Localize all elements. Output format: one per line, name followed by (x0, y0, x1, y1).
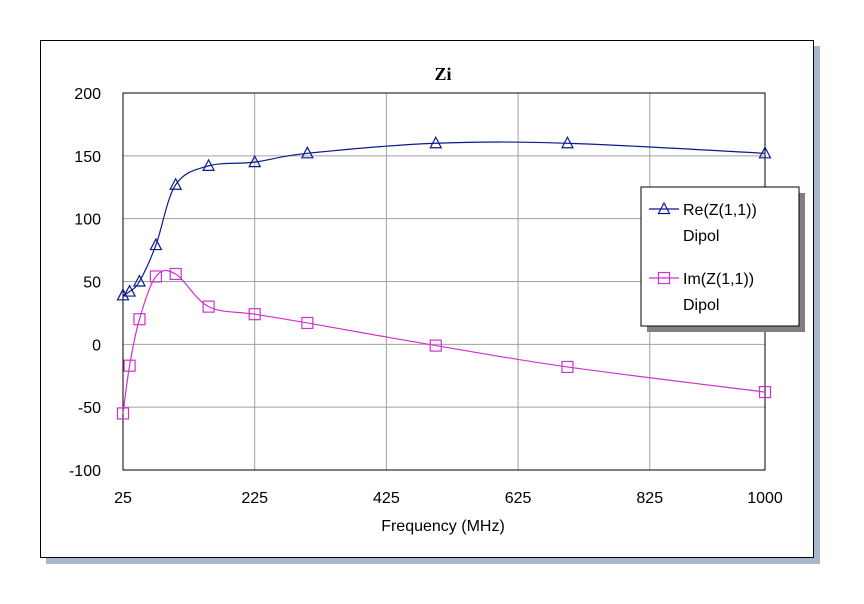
triangle-marker (116, 288, 130, 301)
square-marker (202, 300, 215, 313)
y-axis-ticks: 200 150 100 50 0 -50 -100 (69, 86, 101, 480)
square-marker (301, 316, 314, 330)
triangle-marker (202, 158, 216, 171)
y-tick-label: -50 (78, 400, 101, 417)
series-1 (116, 135, 772, 301)
y-tick-label: 50 (83, 275, 101, 292)
y-tick-label: 100 (74, 212, 101, 229)
legend: Re(Z(1,1)) Dipol Im(Z(1,1)) Dipol (640, 186, 805, 332)
triangle-marker (248, 154, 262, 168)
triangle-marker (560, 135, 574, 149)
x-axis-label: Frequency (MHz) (381, 518, 505, 535)
legend-entry-1: Re(Z(1,1)) Dipol (649, 201, 757, 245)
legend-sublabel: Dipol (683, 297, 719, 314)
triangle-marker (169, 177, 183, 190)
x-tick-label: 625 (505, 490, 532, 507)
triangle-marker (149, 237, 163, 251)
x-tick-label: 225 (241, 490, 268, 507)
square-marker (123, 359, 136, 372)
legend-label: Re(Z(1,1)) (683, 202, 757, 219)
x-tick-label: 1000 (747, 490, 783, 507)
square-marker (133, 313, 146, 326)
series-2 (116, 267, 772, 420)
y-tick-label: -100 (69, 463, 101, 480)
square-marker (657, 271, 671, 285)
square-marker (149, 270, 163, 283)
legend-entry-2: Im(Z(1,1)) Dipol (649, 271, 754, 314)
x-tick-label: 825 (636, 490, 663, 507)
x-axis-ticks: 25 225 425 625 825 1000 (114, 490, 783, 507)
triangle-marker (123, 284, 137, 297)
square-marker (248, 308, 261, 321)
series-layer (116, 135, 772, 420)
series-line (122, 141, 766, 296)
square-marker (429, 339, 442, 352)
x-tick-label: 25 (114, 490, 132, 507)
legend-sublabel: Dipol (683, 228, 719, 245)
square-marker (561, 360, 574, 374)
triangle-marker (657, 201, 671, 215)
square-marker (169, 267, 182, 281)
legend-label: Im(Z(1,1)) (683, 271, 754, 288)
triangle-marker (132, 274, 146, 287)
x-tick-label: 425 (373, 490, 400, 507)
y-tick-label: 200 (74, 86, 101, 103)
triangle-marker (758, 146, 772, 159)
y-tick-label: 150 (74, 149, 101, 166)
square-marker (758, 385, 772, 399)
triangle-marker (300, 146, 314, 159)
series-line (122, 269, 766, 414)
triangle-marker (429, 135, 443, 149)
square-marker (116, 407, 130, 420)
y-tick-label: 0 (92, 337, 101, 354)
chart-title: Zi (434, 64, 451, 84)
